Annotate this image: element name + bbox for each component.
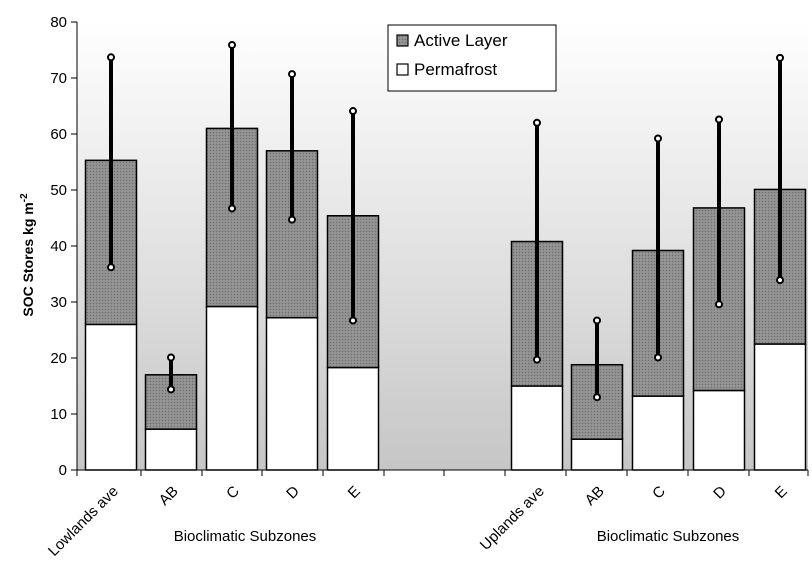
bar-permafrost [570, 438, 624, 471]
x-tick-label: Uplands ave [477, 483, 548, 554]
legend-swatch [396, 34, 409, 47]
bar-active-layer [205, 127, 259, 308]
bar-permafrost [205, 305, 259, 471]
error-cap-high [167, 353, 175, 362]
legend-box [387, 24, 557, 92]
bar-permafrost [631, 395, 685, 471]
bar-permafrost [753, 343, 807, 471]
error-cap-high [107, 53, 115, 62]
error-cap-low [228, 204, 236, 213]
x-tick-label: C [649, 483, 669, 503]
legend-swatch [396, 63, 409, 76]
plot-area [77, 22, 808, 470]
group-label-uplands: Bioclimatic Subzones [597, 528, 740, 545]
bar-permafrost [692, 389, 746, 471]
legend: Active Layer Permafrost [387, 24, 557, 92]
x-tick-label: E [772, 483, 791, 502]
x-tick-label: D [283, 483, 303, 503]
error-cap-low [167, 385, 175, 394]
error-bars-layer [107, 40, 784, 402]
x-tick-label: C [223, 483, 243, 503]
bar-permafrost [84, 323, 138, 471]
error-cap-high [288, 70, 296, 79]
error-cap-high [654, 134, 662, 143]
bar-permafrost [326, 366, 380, 471]
y-tick-label: 60 [50, 126, 67, 143]
x-tick-label: AB [156, 483, 182, 509]
error-cap-low [654, 353, 662, 362]
error-cap-high [349, 107, 357, 116]
legend-label: Permafrost [414, 60, 497, 79]
y-tick-label: 20 [50, 350, 67, 367]
bar-permafrost [265, 316, 319, 471]
y-tick-label: 30 [50, 294, 67, 311]
error-cap-low [288, 215, 296, 224]
bar-active-layer [144, 374, 198, 430]
x-tick-label: E [345, 483, 364, 502]
error-cap-high [593, 316, 601, 325]
error-cap-low [593, 393, 601, 402]
error-cap-low [533, 355, 541, 364]
y-tick-label: 80 [50, 14, 67, 31]
error-cap-low [715, 300, 723, 309]
error-cap-high [715, 115, 723, 124]
error-cap-low [349, 316, 357, 325]
x-tick-label: Lowlands ave [45, 483, 122, 560]
error-cap-high [776, 53, 784, 62]
error-cap-high [533, 118, 541, 127]
error-cap-high [228, 40, 236, 49]
error-cap-low [776, 276, 784, 285]
x-tick-label: AB [582, 483, 608, 509]
bars-layer [84, 127, 807, 471]
y-tick-label: 10 [50, 406, 67, 423]
y-tick-label: 50 [50, 182, 67, 199]
error-cap-low [107, 263, 115, 272]
bar-permafrost [144, 428, 198, 471]
y-axis-title: SOC Stores kg m-2 [19, 193, 36, 317]
group-label-lowlands: Bioclimatic Subzones [174, 528, 317, 545]
y-tick-label: 0 [59, 462, 67, 479]
bar-permafrost [510, 385, 564, 471]
y-tick-label: 40 [50, 238, 67, 255]
x-tick-label: D [710, 483, 730, 503]
legend-label: Active Layer [414, 31, 508, 50]
y-tick-label: 70 [50, 70, 67, 87]
